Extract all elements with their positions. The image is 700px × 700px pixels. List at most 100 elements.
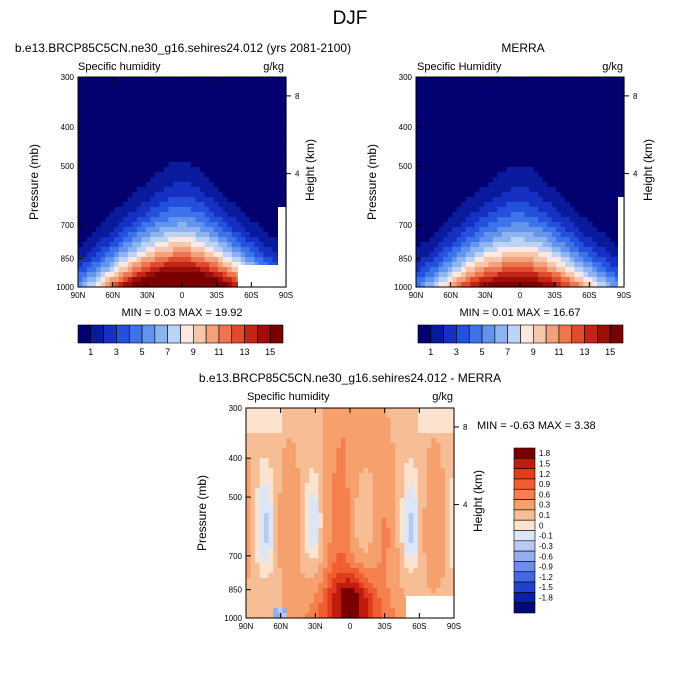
heatmap-cell <box>191 172 196 178</box>
heatmap-cell <box>232 87 237 93</box>
heatmap-cell <box>114 222 119 228</box>
heatmap-cell <box>168 77 173 83</box>
heatmap-cell <box>506 117 511 123</box>
heatmap-cell <box>538 82 543 88</box>
heatmap-cell <box>470 117 475 123</box>
heatmap-cell <box>606 187 611 193</box>
heatmap-cell <box>583 192 588 198</box>
heatmap-cell <box>177 242 182 248</box>
heatmap-cell <box>101 277 106 283</box>
heatmap-cell <box>561 267 566 273</box>
heatmap-cell <box>601 227 606 233</box>
heatmap-cell <box>277 102 282 108</box>
heatmap-cell <box>105 212 110 218</box>
heatmap-cell <box>155 212 160 218</box>
heatmap-cell <box>452 137 457 143</box>
heatmap-cell <box>305 478 310 484</box>
heatmap-cell <box>223 82 228 88</box>
heatmap-cell <box>246 423 251 429</box>
heatmap-cell <box>173 267 178 273</box>
heatmap-cell <box>92 252 97 258</box>
heatmap-cell <box>150 142 155 148</box>
heatmap-cell <box>515 182 520 188</box>
heatmap-cell <box>314 408 319 414</box>
heatmap-cell <box>78 267 83 273</box>
heatmap-cell <box>588 137 593 143</box>
heatmap-cell <box>287 448 292 454</box>
heatmap-cell <box>373 463 378 469</box>
heatmap-cell <box>355 418 360 424</box>
heatmap-cell <box>269 463 274 469</box>
heatmap-cell <box>128 212 133 218</box>
heatmap-cell <box>400 433 405 439</box>
heatmap-cell <box>452 122 457 128</box>
heatmap-cell <box>515 237 520 243</box>
heatmap-cell <box>502 257 507 263</box>
heatmap-cell <box>583 102 588 108</box>
heatmap-cell <box>141 227 146 233</box>
heatmap-cell <box>461 242 466 248</box>
heatmap-cell <box>430 257 435 263</box>
heatmap-cell <box>254 242 259 248</box>
heatmap-cell <box>529 77 534 83</box>
heatmap-cell <box>209 207 214 213</box>
heatmap-cell <box>534 197 539 203</box>
heatmap-cell <box>191 267 196 273</box>
heatmap-cell <box>101 157 106 163</box>
heatmap-cell <box>205 177 210 183</box>
heatmap-cell <box>439 142 444 148</box>
heatmap-cell <box>260 418 265 424</box>
heatmap-cell <box>534 87 539 93</box>
heatmap-cell <box>606 162 611 168</box>
heatmap-cell <box>583 172 588 178</box>
heatmap-cell <box>137 82 142 88</box>
heatmap-cell <box>574 162 579 168</box>
heatmap-cell <box>431 508 436 514</box>
heatmap-cell <box>232 137 237 143</box>
heatmap-cell <box>105 147 110 153</box>
heatmap-cell <box>350 513 355 519</box>
heatmap-cell <box>332 468 337 474</box>
heatmap-cell <box>269 473 274 479</box>
heatmap-cell <box>141 137 146 143</box>
heatmap-cell <box>182 212 187 218</box>
heatmap-cell <box>506 87 511 93</box>
heatmap-cell <box>146 217 151 223</box>
heatmap-cell <box>466 107 471 113</box>
heatmap-cell <box>273 438 278 444</box>
heatmap-cell <box>87 97 92 103</box>
heatmap-cell <box>209 257 214 263</box>
heatmap-cell <box>543 127 548 133</box>
heatmap-cell <box>128 127 133 133</box>
heatmap-cell <box>254 197 259 203</box>
heatmap-cell <box>250 192 255 198</box>
heatmap-cell <box>502 167 507 173</box>
heatmap-cell <box>368 473 373 479</box>
heatmap-cell <box>592 157 597 163</box>
heatmap-cell <box>583 127 588 133</box>
heatmap-cell <box>404 433 409 439</box>
heatmap-cell <box>255 493 260 499</box>
heatmap-cell <box>105 202 110 208</box>
heatmap-cell <box>150 117 155 123</box>
heatmap-cell <box>466 97 471 103</box>
heatmap-cell <box>101 97 106 103</box>
heatmap-cell <box>119 192 124 198</box>
heatmap-cell <box>588 202 593 208</box>
heatmap-cell <box>254 202 259 208</box>
heatmap-cell <box>268 182 273 188</box>
heatmap-cell <box>606 267 611 273</box>
heatmap-cell <box>552 207 557 213</box>
heatmap-cell <box>502 227 507 233</box>
heatmap-cell <box>87 117 92 123</box>
heatmap-cell <box>78 177 83 183</box>
heatmap-cell <box>588 217 593 223</box>
heatmap-cell <box>110 142 115 148</box>
heatmap-cell <box>350 413 355 419</box>
heatmap-cell <box>155 147 160 153</box>
heatmap-cell <box>515 197 520 203</box>
heatmap-cell <box>209 277 214 283</box>
heatmap-cell <box>479 192 484 198</box>
heatmap-cell <box>373 488 378 494</box>
heatmap-cell <box>314 473 319 479</box>
